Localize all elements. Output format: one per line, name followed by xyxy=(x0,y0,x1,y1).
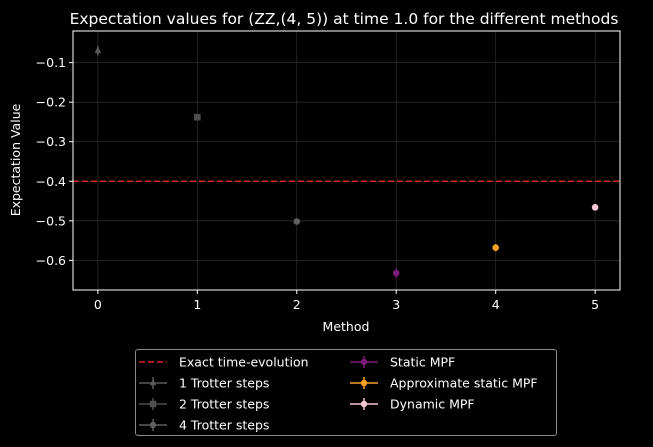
y-axis-label: Expectation Value xyxy=(8,103,23,216)
data-point xyxy=(392,269,400,277)
data-point xyxy=(492,244,499,251)
legend-swatch-marker xyxy=(360,379,368,387)
chart-title: Expectation values for (ZZ,(4, 5)) at ti… xyxy=(70,10,619,28)
legend-label: 2 Trotter steps xyxy=(179,397,269,412)
x-tick-label: 4 xyxy=(492,297,500,312)
legend-swatch-marker xyxy=(360,358,368,366)
legend-label: 1 Trotter steps xyxy=(179,376,269,391)
x-tick-label: 3 xyxy=(392,297,400,312)
data-point xyxy=(293,218,301,225)
x-tick-label: 2 xyxy=(293,297,301,312)
y-tick-label: −0.4 xyxy=(36,174,66,189)
data-point xyxy=(591,204,599,211)
legend: Exact time-evolution 1 Trotter steps 2 Tro… xyxy=(135,349,557,436)
x-axis: 0 1 2 3 4 5 xyxy=(94,290,599,312)
x-tick-label: 0 xyxy=(94,297,102,312)
legend-swatch-marker xyxy=(360,400,368,408)
legend-swatch-marker xyxy=(149,421,157,429)
legend-label: 4 Trotter steps xyxy=(179,418,269,433)
data-point xyxy=(94,46,102,54)
legend-label: Exact time-evolution xyxy=(179,355,309,370)
x-axis-label: Method xyxy=(323,319,370,334)
y-axis: −0.1 −0.2 −0.3 −0.4 −0.5 −0.6 xyxy=(36,55,73,268)
y-tick-label: −0.6 xyxy=(36,253,66,268)
y-tick-label: −0.1 xyxy=(36,55,66,70)
y-tick-label: −0.5 xyxy=(36,213,66,228)
legend-swatch-marker xyxy=(149,400,157,408)
legend-swatch-marker xyxy=(149,378,157,386)
data-point xyxy=(194,113,201,121)
legend-label: Static MPF xyxy=(390,355,455,370)
y-tick-label: −0.2 xyxy=(36,95,66,110)
plot-frame xyxy=(72,30,621,291)
grid xyxy=(73,31,620,290)
legend-label: Approximate static MPF xyxy=(390,376,538,391)
data-layer xyxy=(94,46,599,278)
x-tick-label: 5 xyxy=(591,297,599,312)
legend-label: Dynamic MPF xyxy=(390,397,475,412)
x-tick-label: 1 xyxy=(193,297,201,312)
y-tick-label: −0.3 xyxy=(36,134,66,149)
